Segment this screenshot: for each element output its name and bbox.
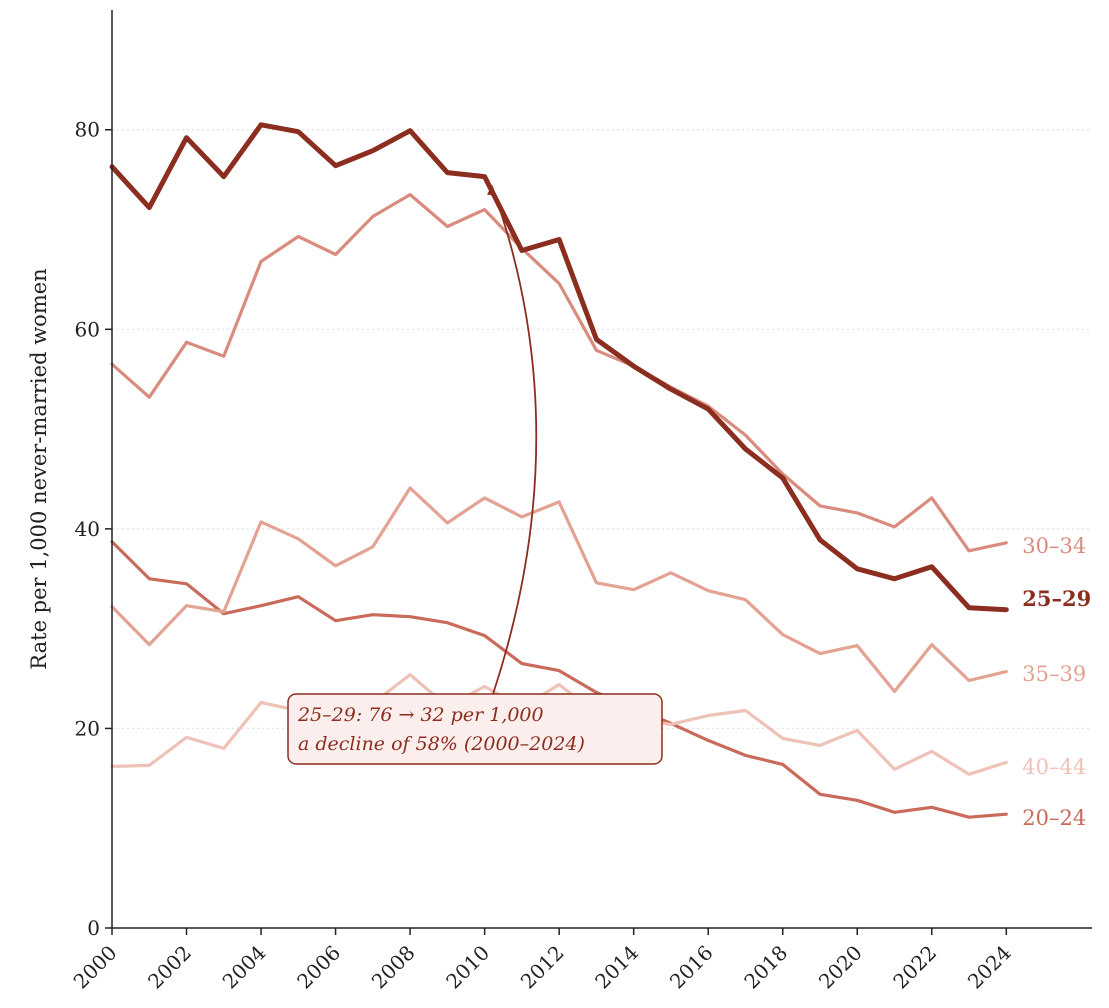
x-tick-label: 2002: [143, 941, 196, 994]
series-line-35–39: [110, 486, 1008, 694]
x-tick-label: 2010: [441, 941, 494, 994]
series-end-label: 30–34: [1022, 534, 1086, 558]
annotation-arrow: [491, 186, 538, 695]
x-tick-label: 2008: [367, 941, 420, 994]
series-line-30–34: [110, 193, 1008, 553]
annotation: 25–29: 76 → 32 per 1,000 a decline of 58…: [287, 184, 663, 765]
series-lines: [109, 122, 1009, 819]
x-tick-label: 2018: [739, 941, 792, 994]
x-tick-label: 2014: [590, 941, 643, 994]
y-axis-title: Rate per 1,000 never-married women: [27, 268, 51, 669]
y-ticks: 0 20 40 60 80: [75, 118, 112, 940]
y-tick-label: 0: [87, 916, 100, 940]
x-tick-label: 2000: [69, 941, 122, 994]
series-end-label: 25–29: [1022, 586, 1091, 611]
annotation-arrowhead: [487, 184, 497, 196]
series-end-label: 20–24: [1022, 806, 1086, 830]
x-ticks: 2000 2002 2004 2006 2008 2010 2012 2014 2016 2018…: [69, 928, 1016, 994]
x-tick-label: 2016: [665, 941, 718, 994]
annotation-line-2: a decline of 58% (2000–2024): [298, 733, 585, 755]
annotation-box: [287, 693, 663, 765]
y-tick-label: 80: [75, 118, 100, 142]
y-tick-label: 40: [75, 517, 100, 541]
x-tick-label: 2006: [292, 941, 345, 994]
y-tick-label: 20: [75, 716, 100, 740]
series-end-label: 40–44: [1022, 755, 1086, 779]
x-tick-label: 2022: [888, 941, 941, 994]
series-line-40–44: [110, 672, 1008, 776]
annotation-line-1: 25–29: 76 → 32 per 1,000: [297, 704, 544, 726]
x-tick-label: 2004: [218, 941, 271, 994]
series-line-20–24: [110, 540, 1008, 819]
x-tick-label: 2020: [814, 941, 867, 994]
x-tick-label: 2024: [963, 941, 1016, 994]
y-tick-label: 60: [75, 317, 100, 341]
axes: [111, 10, 1092, 929]
series-line-25–29: [109, 122, 1009, 613]
series-end-labels: 20–24 25–29 30–34 35–39 40–44: [1022, 534, 1091, 830]
series-end-label: 35–39: [1022, 662, 1086, 686]
gridlines: [112, 129, 1092, 729]
x-tick-label: 2012: [516, 941, 569, 994]
